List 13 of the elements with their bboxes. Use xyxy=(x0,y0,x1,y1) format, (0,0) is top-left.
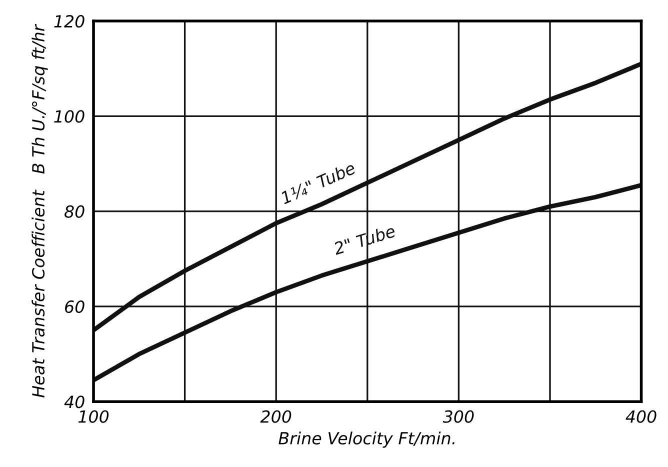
y-tick-label: 60 xyxy=(65,300,84,314)
x-tick-label: 100 xyxy=(78,410,109,423)
text: 2" Tube xyxy=(332,224,396,256)
x-tick-label: 400 xyxy=(626,410,656,423)
x-axis-title: Brine Velocity Ft/min. xyxy=(278,432,454,448)
y-axis-title: Heat Transfer Coefficient B Th U./°F/sq ft/hr xyxy=(32,24,48,398)
y-tick-label: 40 xyxy=(64,396,84,408)
text: 1¼" Tube xyxy=(280,161,356,205)
y-tick-label: 80 xyxy=(64,205,84,218)
y-tick-label: 100 xyxy=(54,110,84,123)
y-tick-label: 120 xyxy=(54,14,84,28)
x-tick-label: 200 xyxy=(260,410,292,423)
x-tick-label: 300 xyxy=(442,410,474,423)
